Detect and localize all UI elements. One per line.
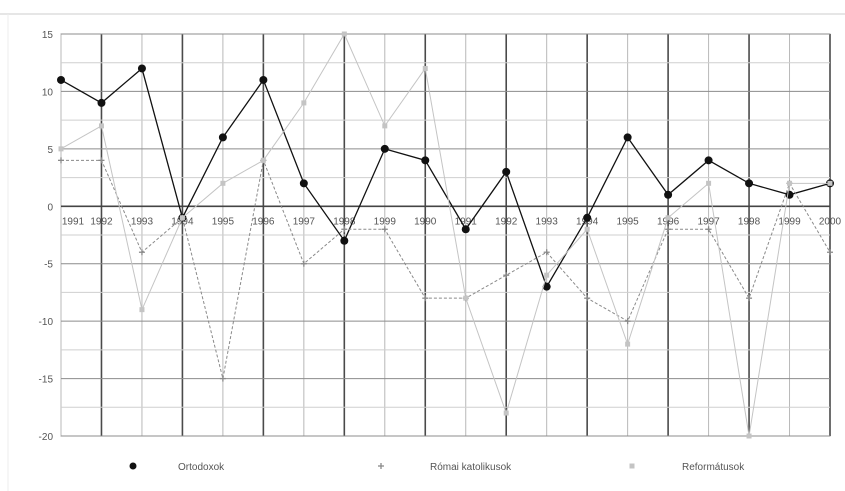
data-point xyxy=(827,249,833,256)
x-tick-label: 1994 xyxy=(576,216,599,227)
data-point xyxy=(299,179,308,188)
data-point xyxy=(218,133,227,142)
x-tick-label: 1997 xyxy=(697,216,720,227)
y-tick-label: 5 xyxy=(47,145,53,156)
data-point xyxy=(787,180,793,186)
series-line xyxy=(61,158,831,379)
y-tick-label: -20 xyxy=(39,432,54,443)
y-tick-label: -5 xyxy=(44,260,53,271)
x-tick-label: 1996 xyxy=(252,216,275,227)
data-point xyxy=(219,375,226,382)
legend-label: Reformátusok xyxy=(682,462,745,473)
x-tick-label: 1995 xyxy=(617,216,640,227)
data-point xyxy=(503,272,510,279)
y-tick-label: 0 xyxy=(47,202,53,213)
data-point xyxy=(624,318,631,325)
legend: Ortodoxok Római katolikusok Reformátusok xyxy=(129,462,745,473)
data-point xyxy=(463,295,469,301)
data-point xyxy=(584,226,590,232)
x-axis-tick-labels: 1991 1992 1993 1994 1995 1996 1997 1998 1999 1990… xyxy=(62,216,842,227)
y-tick-label: 10 xyxy=(42,87,54,98)
data-point xyxy=(461,225,470,234)
data-point xyxy=(137,64,146,73)
y-tick-label: -15 xyxy=(39,375,54,386)
data-point xyxy=(625,341,631,347)
data-point xyxy=(381,226,388,233)
data-point xyxy=(583,213,592,222)
data-point xyxy=(341,226,348,233)
data-point xyxy=(664,190,673,199)
data-point xyxy=(827,180,833,186)
data-point xyxy=(746,295,753,302)
data-point xyxy=(58,157,64,164)
legend-item: Római katolikusok xyxy=(378,462,512,473)
data-point xyxy=(220,180,226,186)
data-point xyxy=(706,180,712,186)
data-point xyxy=(138,249,145,256)
series-lines xyxy=(57,31,834,439)
x-tick-label: 1992 xyxy=(90,216,113,227)
x-tick-label: 1991 xyxy=(62,216,85,227)
x-tick-label: 1991 xyxy=(455,216,478,227)
data-point xyxy=(542,282,551,291)
x-tick-label: 1993 xyxy=(536,216,559,227)
x-tick-label: 1996 xyxy=(657,216,680,227)
data-point xyxy=(422,295,429,302)
data-point xyxy=(300,260,307,267)
x-tick-label: 1990 xyxy=(414,216,437,227)
x-tick-label: 1992 xyxy=(495,216,518,227)
legend-label: Római katolikusok xyxy=(430,462,512,473)
data-point xyxy=(543,249,550,256)
x-tick-label: 1999 xyxy=(374,216,397,227)
y-axis-tick-labels: 15 10 5 0 -5 -10 -15 -20 xyxy=(39,30,54,443)
legend-label: Ortodoxok xyxy=(178,462,225,473)
y-tick-label: -10 xyxy=(39,317,54,328)
data-point xyxy=(665,215,671,221)
data-point xyxy=(301,100,307,106)
data-point xyxy=(98,123,104,129)
x-tick-label: 1997 xyxy=(293,216,316,227)
data-point xyxy=(502,167,511,176)
data-point xyxy=(704,156,713,165)
legend-marker xyxy=(129,462,137,470)
data-point xyxy=(503,410,509,416)
data-point xyxy=(746,433,752,439)
data-point xyxy=(421,156,430,165)
data-point xyxy=(259,75,268,84)
x-tick-label: 1998 xyxy=(738,216,761,227)
data-point xyxy=(58,146,64,152)
data-point xyxy=(260,157,266,163)
data-point xyxy=(584,295,591,302)
data-point xyxy=(665,226,672,233)
data-point xyxy=(139,307,145,313)
data-point xyxy=(98,157,105,164)
data-point xyxy=(341,31,347,37)
legend-marker xyxy=(629,463,635,469)
data-point xyxy=(382,123,388,129)
x-tick-label: 2000 xyxy=(819,216,842,227)
legend-marker xyxy=(378,463,384,469)
data-point xyxy=(705,226,712,233)
x-tick-label: 1998 xyxy=(333,216,356,227)
data-point xyxy=(57,75,65,84)
data-point xyxy=(340,236,349,245)
data-point xyxy=(623,133,632,142)
legend-item: Ortodoxok xyxy=(129,462,225,473)
series-line xyxy=(60,67,831,289)
data-point xyxy=(380,144,389,153)
data-point xyxy=(97,98,106,107)
data-point xyxy=(544,272,550,278)
data-point xyxy=(745,179,754,188)
x-tick-label: 1999 xyxy=(778,216,801,227)
y-tick-label: 15 xyxy=(42,30,54,41)
data-point xyxy=(422,65,428,71)
x-tick-label: 1995 xyxy=(212,216,235,227)
legend-item: Reformátusok xyxy=(629,462,745,473)
x-tick-label: 1994 xyxy=(171,216,194,227)
series-line xyxy=(60,32,830,437)
data-point xyxy=(179,215,185,221)
x-tick-label: 1993 xyxy=(131,216,154,227)
